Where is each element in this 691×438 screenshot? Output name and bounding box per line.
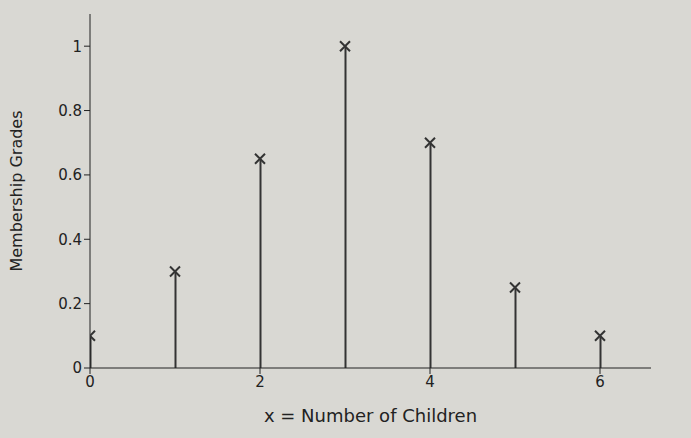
svg-text:Membership Grades: Membership Grades (7, 110, 26, 271)
svg-text:0.8: 0.8 (58, 102, 82, 120)
svg-text:0.4: 0.4 (58, 231, 82, 249)
svg-text:0: 0 (72, 359, 82, 377)
svg-text:0.2: 0.2 (58, 295, 82, 313)
svg-text:2: 2 (255, 373, 265, 391)
svg-text:4: 4 (425, 373, 435, 391)
svg-text:0: 0 (85, 373, 95, 391)
svg-text:x = Number of Children: x = Number of Children (264, 405, 477, 426)
svg-text:0.6: 0.6 (58, 166, 82, 184)
svg-text:1: 1 (72, 38, 82, 56)
svg-text:6: 6 (595, 373, 605, 391)
